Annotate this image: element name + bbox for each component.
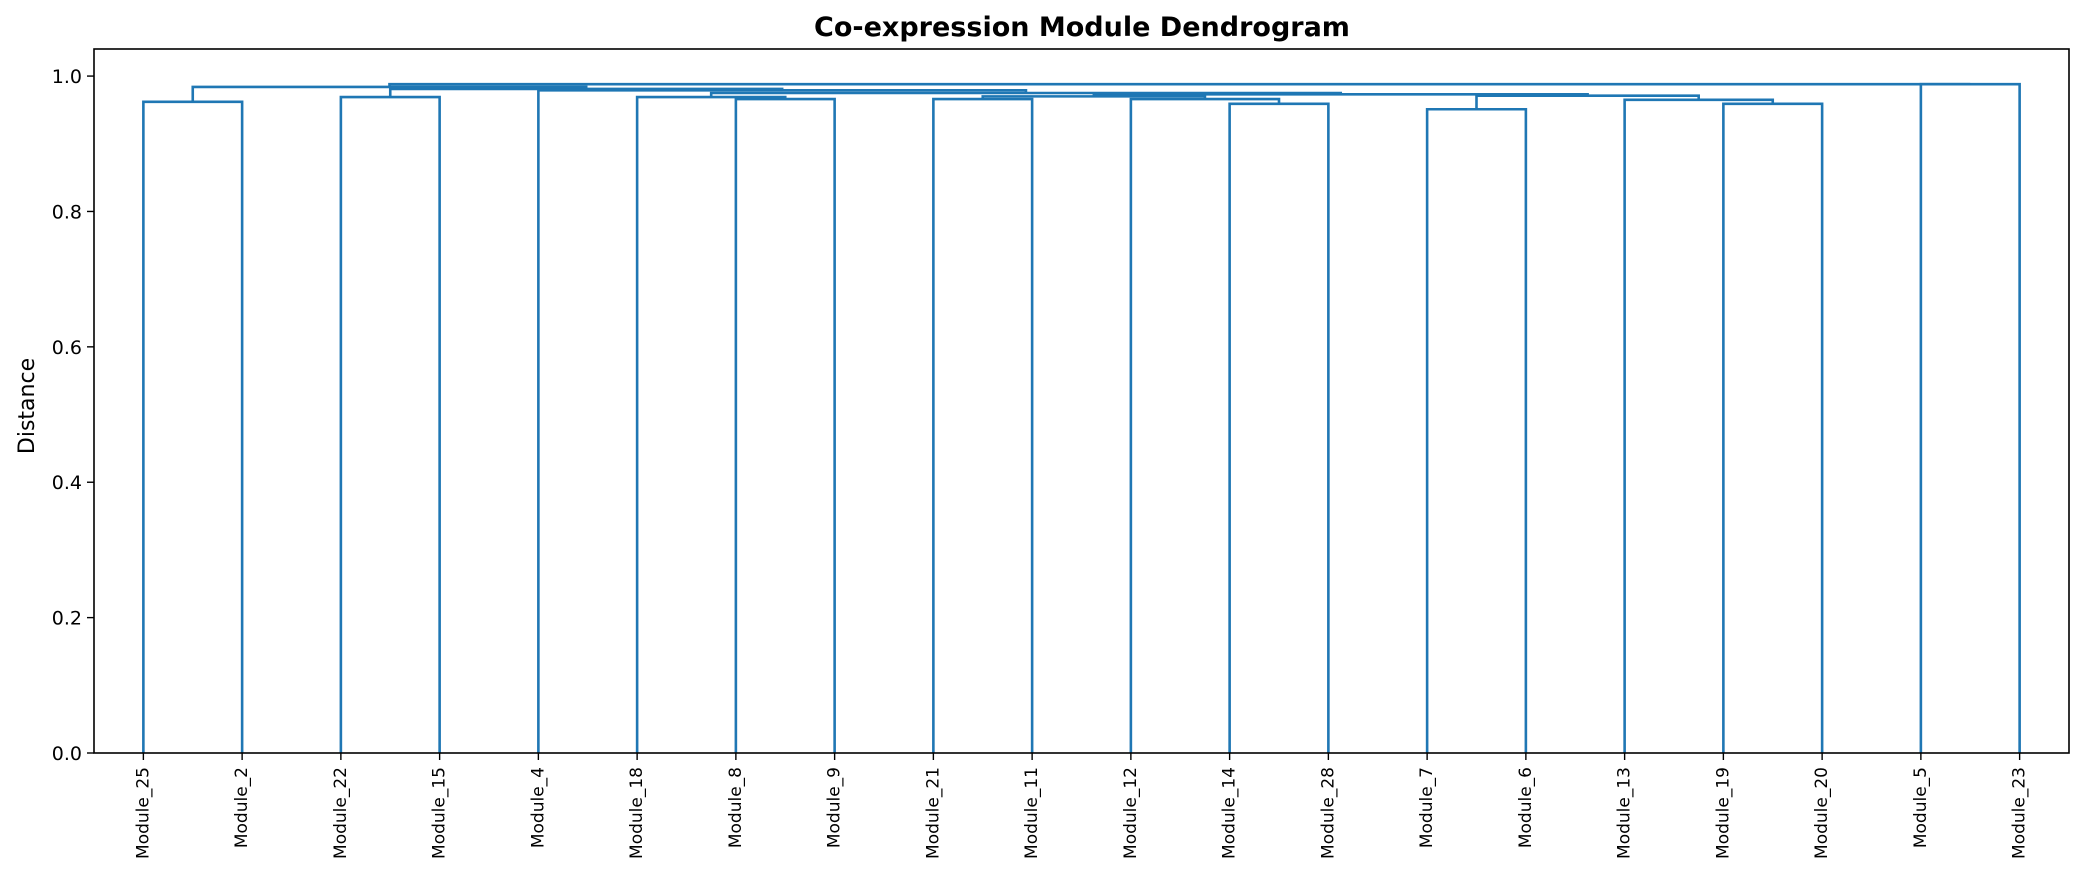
dendrogram-link xyxy=(932,97,1034,753)
y-tick-label: 0.6 xyxy=(52,337,82,359)
leaf-label: Module_13 xyxy=(1615,767,1635,859)
y-tick-label: 1.0 xyxy=(52,66,82,88)
dendrogram-link xyxy=(1623,98,1775,753)
dendrogram-link xyxy=(142,100,244,753)
leaf-label: Module_18 xyxy=(627,767,647,859)
dendrogram-link xyxy=(388,82,1971,87)
y-tick-label: 0.4 xyxy=(52,472,82,494)
leaf-label: Module_23 xyxy=(2010,767,2030,859)
dendrogram-link xyxy=(1425,107,1528,753)
y-axis-label: Distance xyxy=(15,358,40,454)
dendrogram-link xyxy=(1129,97,1281,753)
dendrogram-link xyxy=(1228,102,1330,753)
leaf-label: Module_21 xyxy=(923,767,943,859)
leaf-label: Module_2 xyxy=(232,767,252,848)
leaf-label: Module_22 xyxy=(331,767,351,859)
leaf-label: Module_12 xyxy=(1121,767,1141,859)
y-axis-ticks: 0.0 0.2 0.4 0.6 0.8 1.0 xyxy=(52,66,94,765)
dendrogram-link xyxy=(339,95,441,753)
leaf-label: Module_11 xyxy=(1022,767,1042,859)
leaf-label: Module_8 xyxy=(726,767,746,848)
dendrogram-link xyxy=(635,95,787,753)
dendrogram-link xyxy=(191,85,588,102)
leaf-label: Module_20 xyxy=(1812,767,1832,859)
leaf-label: Module_9 xyxy=(825,767,845,848)
dendrogram-link xyxy=(1475,94,1700,110)
leaf-label: Module_25 xyxy=(133,767,153,859)
leaf-label: Module_15 xyxy=(430,767,450,859)
y-tick-label: 0.0 xyxy=(52,743,82,765)
dendrogram-link xyxy=(1722,102,1824,753)
y-tick-label: 0.8 xyxy=(52,201,82,223)
dendrogram-link xyxy=(1919,82,2021,753)
chart-title: Co-expression Module Dendrogram xyxy=(814,12,1350,43)
leaf-label: Module_7 xyxy=(1417,767,1437,848)
leaf-label: Module_5 xyxy=(1911,767,1931,848)
leaf-label: Module_28 xyxy=(1318,767,1338,859)
dendrogram-link xyxy=(734,97,836,753)
leaf-label: Module_4 xyxy=(528,767,548,848)
leaf-label: Module_14 xyxy=(1220,767,1240,859)
dendrogram-link xyxy=(537,88,1028,753)
x-axis-ticks: Module_25 Module_2 Module_22 Module_15 Modul… xyxy=(133,753,2030,859)
y-tick-label: 0.2 xyxy=(52,608,82,630)
leaf-label: Module_6 xyxy=(1516,767,1536,848)
dendrogram-link xyxy=(388,87,784,98)
dendrogram-links xyxy=(142,82,2021,753)
leaf-label: Module_19 xyxy=(1713,767,1733,859)
plot-frame xyxy=(93,48,2070,754)
